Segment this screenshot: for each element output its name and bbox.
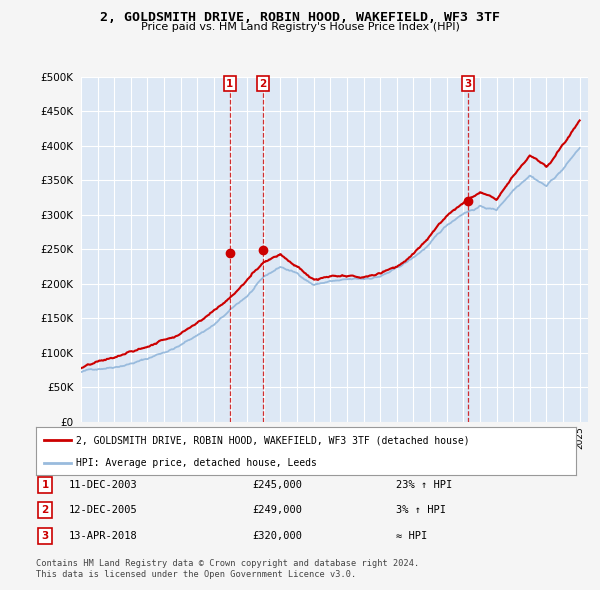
Text: 1: 1	[226, 78, 233, 88]
Text: 13-APR-2018: 13-APR-2018	[69, 531, 138, 540]
Text: 1: 1	[41, 480, 49, 490]
Text: £245,000: £245,000	[252, 480, 302, 490]
Text: £249,000: £249,000	[252, 506, 302, 515]
Text: 12-DEC-2005: 12-DEC-2005	[69, 506, 138, 515]
Text: £320,000: £320,000	[252, 531, 302, 540]
Text: 2, GOLDSMITH DRIVE, ROBIN HOOD, WAKEFIELD, WF3 3TF: 2, GOLDSMITH DRIVE, ROBIN HOOD, WAKEFIEL…	[100, 11, 500, 24]
Text: 3% ↑ HPI: 3% ↑ HPI	[396, 506, 446, 515]
Text: 2: 2	[259, 78, 266, 88]
Text: Contains HM Land Registry data © Crown copyright and database right 2024.: Contains HM Land Registry data © Crown c…	[36, 559, 419, 568]
Text: Price paid vs. HM Land Registry's House Price Index (HPI): Price paid vs. HM Land Registry's House …	[140, 22, 460, 32]
Text: 2: 2	[41, 506, 49, 515]
Text: 23% ↑ HPI: 23% ↑ HPI	[396, 480, 452, 490]
Text: 3: 3	[464, 78, 472, 88]
Text: 11-DEC-2003: 11-DEC-2003	[69, 480, 138, 490]
Text: ≈ HPI: ≈ HPI	[396, 531, 427, 540]
Text: 2, GOLDSMITH DRIVE, ROBIN HOOD, WAKEFIELD, WF3 3TF (detached house): 2, GOLDSMITH DRIVE, ROBIN HOOD, WAKEFIEL…	[77, 435, 470, 445]
Text: 3: 3	[41, 531, 49, 540]
Text: HPI: Average price, detached house, Leeds: HPI: Average price, detached house, Leed…	[77, 458, 317, 468]
Text: This data is licensed under the Open Government Licence v3.0.: This data is licensed under the Open Gov…	[36, 571, 356, 579]
